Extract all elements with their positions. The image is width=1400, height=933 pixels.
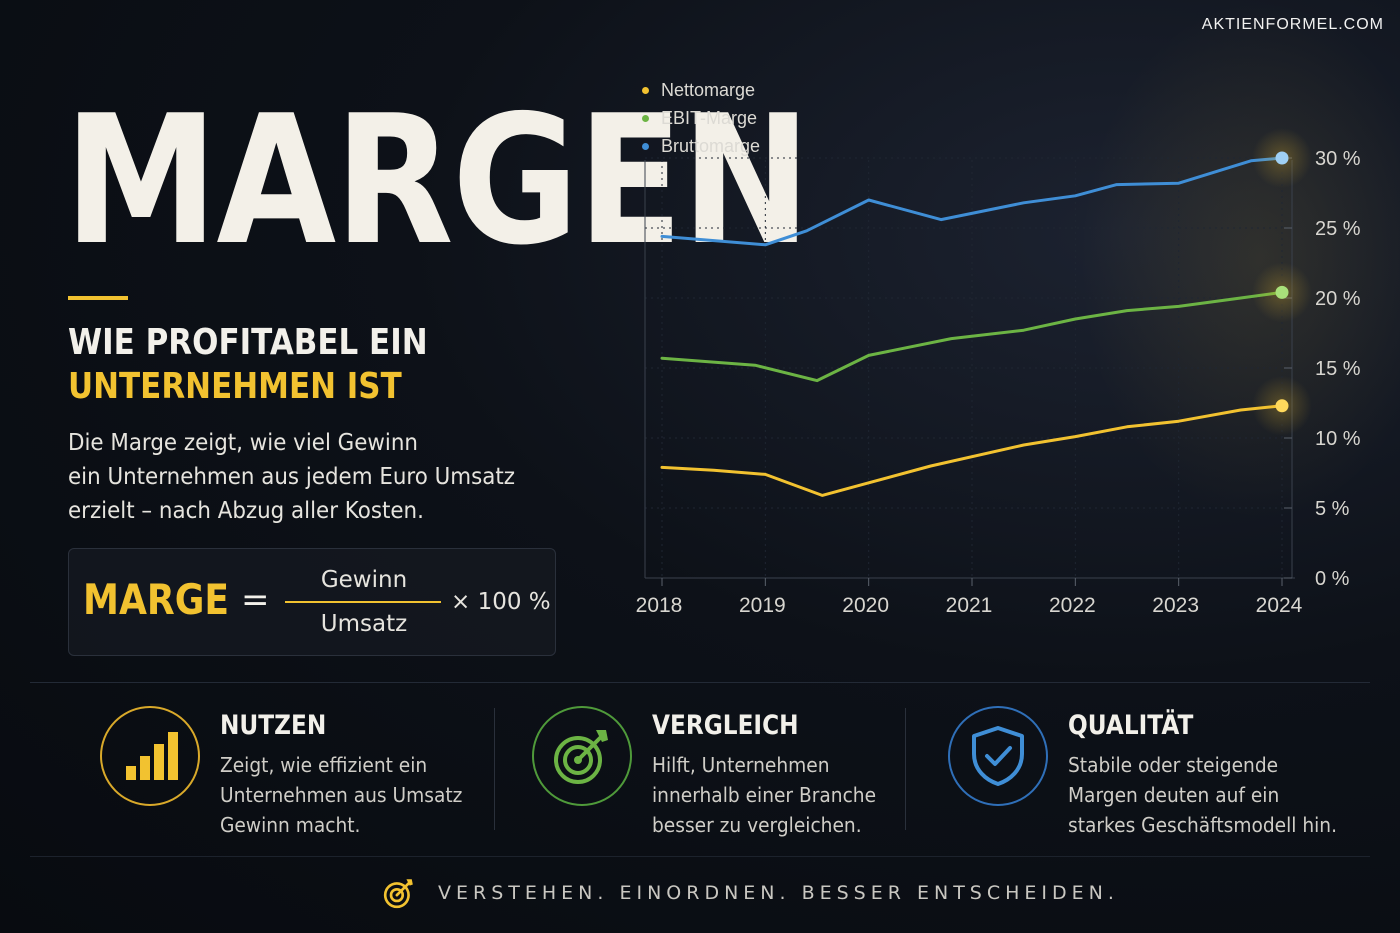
accent-line <box>68 296 128 300</box>
formula-multiplier: × 100 % <box>451 589 551 615</box>
chart-legend: Nettomarge EBIT-Marge Bruttomarge <box>642 76 760 160</box>
chart-grid <box>645 157 1283 579</box>
formula-numerator: Gewinn <box>320 567 408 593</box>
legend-dot <box>642 86 649 94</box>
legend-item-bruttomarge: Bruttomarge <box>642 132 760 160</box>
x-tick-label: 2018 <box>636 594 683 617</box>
formula-denominator: Umsatz <box>320 611 408 637</box>
y-tick-label: 30 % <box>1315 148 1361 170</box>
formula-term: MARGE <box>83 575 230 624</box>
target-icon <box>383 879 413 909</box>
feature-title: VERGLEICH <box>652 710 799 741</box>
x-tick-label: 2020 <box>842 594 889 617</box>
legend-item-nettomarge: Nettomarge <box>642 76 760 104</box>
target-icon <box>554 730 608 784</box>
chart-glow <box>1080 0 1400 520</box>
legend-item-ebit-marge: EBIT-Marge <box>642 104 760 132</box>
legend-label: EBIT-Marge <box>661 107 758 128</box>
y-tick-label: 20 % <box>1315 288 1361 310</box>
subheadline-line1: WIE PROFITABEL EIN <box>68 322 428 363</box>
feature-line: Gewinn macht. <box>220 813 361 837</box>
feature-text: Zeigt, wie effizient ein Unternehmen aus… <box>220 750 481 840</box>
chart-series <box>660 128 1312 497</box>
formula-equals: = <box>241 580 270 620</box>
x-tick-label: 2022 <box>1049 594 1096 617</box>
chart-axes <box>644 157 1295 586</box>
x-tick-label: 2024 <box>1256 594 1303 617</box>
description: Die Marge zeigt, wie viel Gewinn ein Unt… <box>68 426 548 528</box>
legend-dot <box>642 114 649 122</box>
series-line-bruttomarge <box>660 156 1284 247</box>
feature-divider <box>905 708 906 830</box>
feature-text: Stabile oder steigende Margen deuten auf… <box>1068 750 1357 840</box>
description-line: Die Marge zeigt, wie viel Gewinn <box>68 430 418 456</box>
feature-vergleich: VERGLEICH Hilft, Unternehmen innerhalb e… <box>532 706 892 837</box>
x-tick-label: 2023 <box>1152 594 1199 617</box>
y-tick-label: 5 % <box>1315 498 1350 520</box>
footer-divider <box>30 856 1370 857</box>
legend-dot <box>642 142 649 150</box>
shield-check-icon <box>972 726 1024 786</box>
feature-line: Unternehmen aus Umsatz <box>220 783 463 807</box>
feature-line: Stabile oder steigende <box>1068 753 1279 777</box>
feature-icon-ring <box>100 706 200 806</box>
feature-text: Hilft, Unternehmen innerhalb einer Branc… <box>652 750 893 840</box>
feature-qualitaet: QUALITÄT Stabile oder steigende Margen d… <box>948 706 1368 837</box>
series-line-nettomarge <box>660 404 1284 497</box>
feature-line: Margen deuten auf ein <box>1068 783 1280 807</box>
footer-tagline: VERSTEHEN. EINORDNEN. BESSER ENTSCHEIDEN… <box>438 882 1119 904</box>
feature-line: Hilft, Unternehmen <box>652 753 830 777</box>
description-line: ein Unternehmen aus jedem Euro Umsatz <box>68 464 515 490</box>
feature-icon-ring <box>532 706 632 806</box>
series-line-ebit-marge <box>660 290 1284 383</box>
y-tick-label: 10 % <box>1315 428 1361 450</box>
y-tick-label: 0 % <box>1315 568 1350 590</box>
description-line: erzielt – nach Abzug aller Kosten. <box>68 498 424 524</box>
bar-chart-icon <box>126 732 178 780</box>
feature-line: Zeigt, wie effizient ein <box>220 753 428 777</box>
x-tick-label: 2021 <box>946 594 993 617</box>
feature-line: innerhalb einer Branche <box>652 783 877 807</box>
feature-nutzen: NUTZEN Zeigt, wie effizient ein Unterneh… <box>100 706 490 837</box>
feature-icon-ring <box>948 706 1048 806</box>
feature-line: besser zu vergleichen. <box>652 813 862 837</box>
feature-divider <box>494 708 495 830</box>
x-tick-label: 2019 <box>739 594 786 617</box>
formula-box: MARGE = Gewinn Umsatz × 100 % <box>68 548 556 656</box>
feature-line: starkes Geschäftsmodell hin. <box>1068 813 1338 837</box>
endpoint-marker <box>1275 399 1289 413</box>
feature-title: QUALITÄT <box>1068 710 1194 741</box>
footer: VERSTEHEN. EINORDNEN. BESSER ENTSCHEIDEN… <box>382 876 1119 910</box>
legend-label: Nettomarge <box>661 79 756 100</box>
y-tick-label: 25 % <box>1315 218 1361 240</box>
legend-label: Bruttomarge <box>661 135 761 156</box>
section-divider <box>30 682 1370 683</box>
chart-ticks: 0 % 5 % 10 % 15 % 20 % 25 % 30 % 2018 2019 2020 20… <box>636 148 1361 617</box>
endpoint-marker <box>1275 285 1289 299</box>
margin-chart: 0 % 5 % 10 % 15 % 20 % 25 % 30 % 2018 2019 2020 20… <box>636 0 1400 617</box>
formula-fraction-bar <box>285 601 441 603</box>
y-tick-label: 15 % <box>1315 358 1361 380</box>
endpoint-marker <box>1275 151 1289 165</box>
subheadline-line2: UNTERNEHMEN IST <box>68 366 402 407</box>
feature-title: NUTZEN <box>220 710 327 741</box>
